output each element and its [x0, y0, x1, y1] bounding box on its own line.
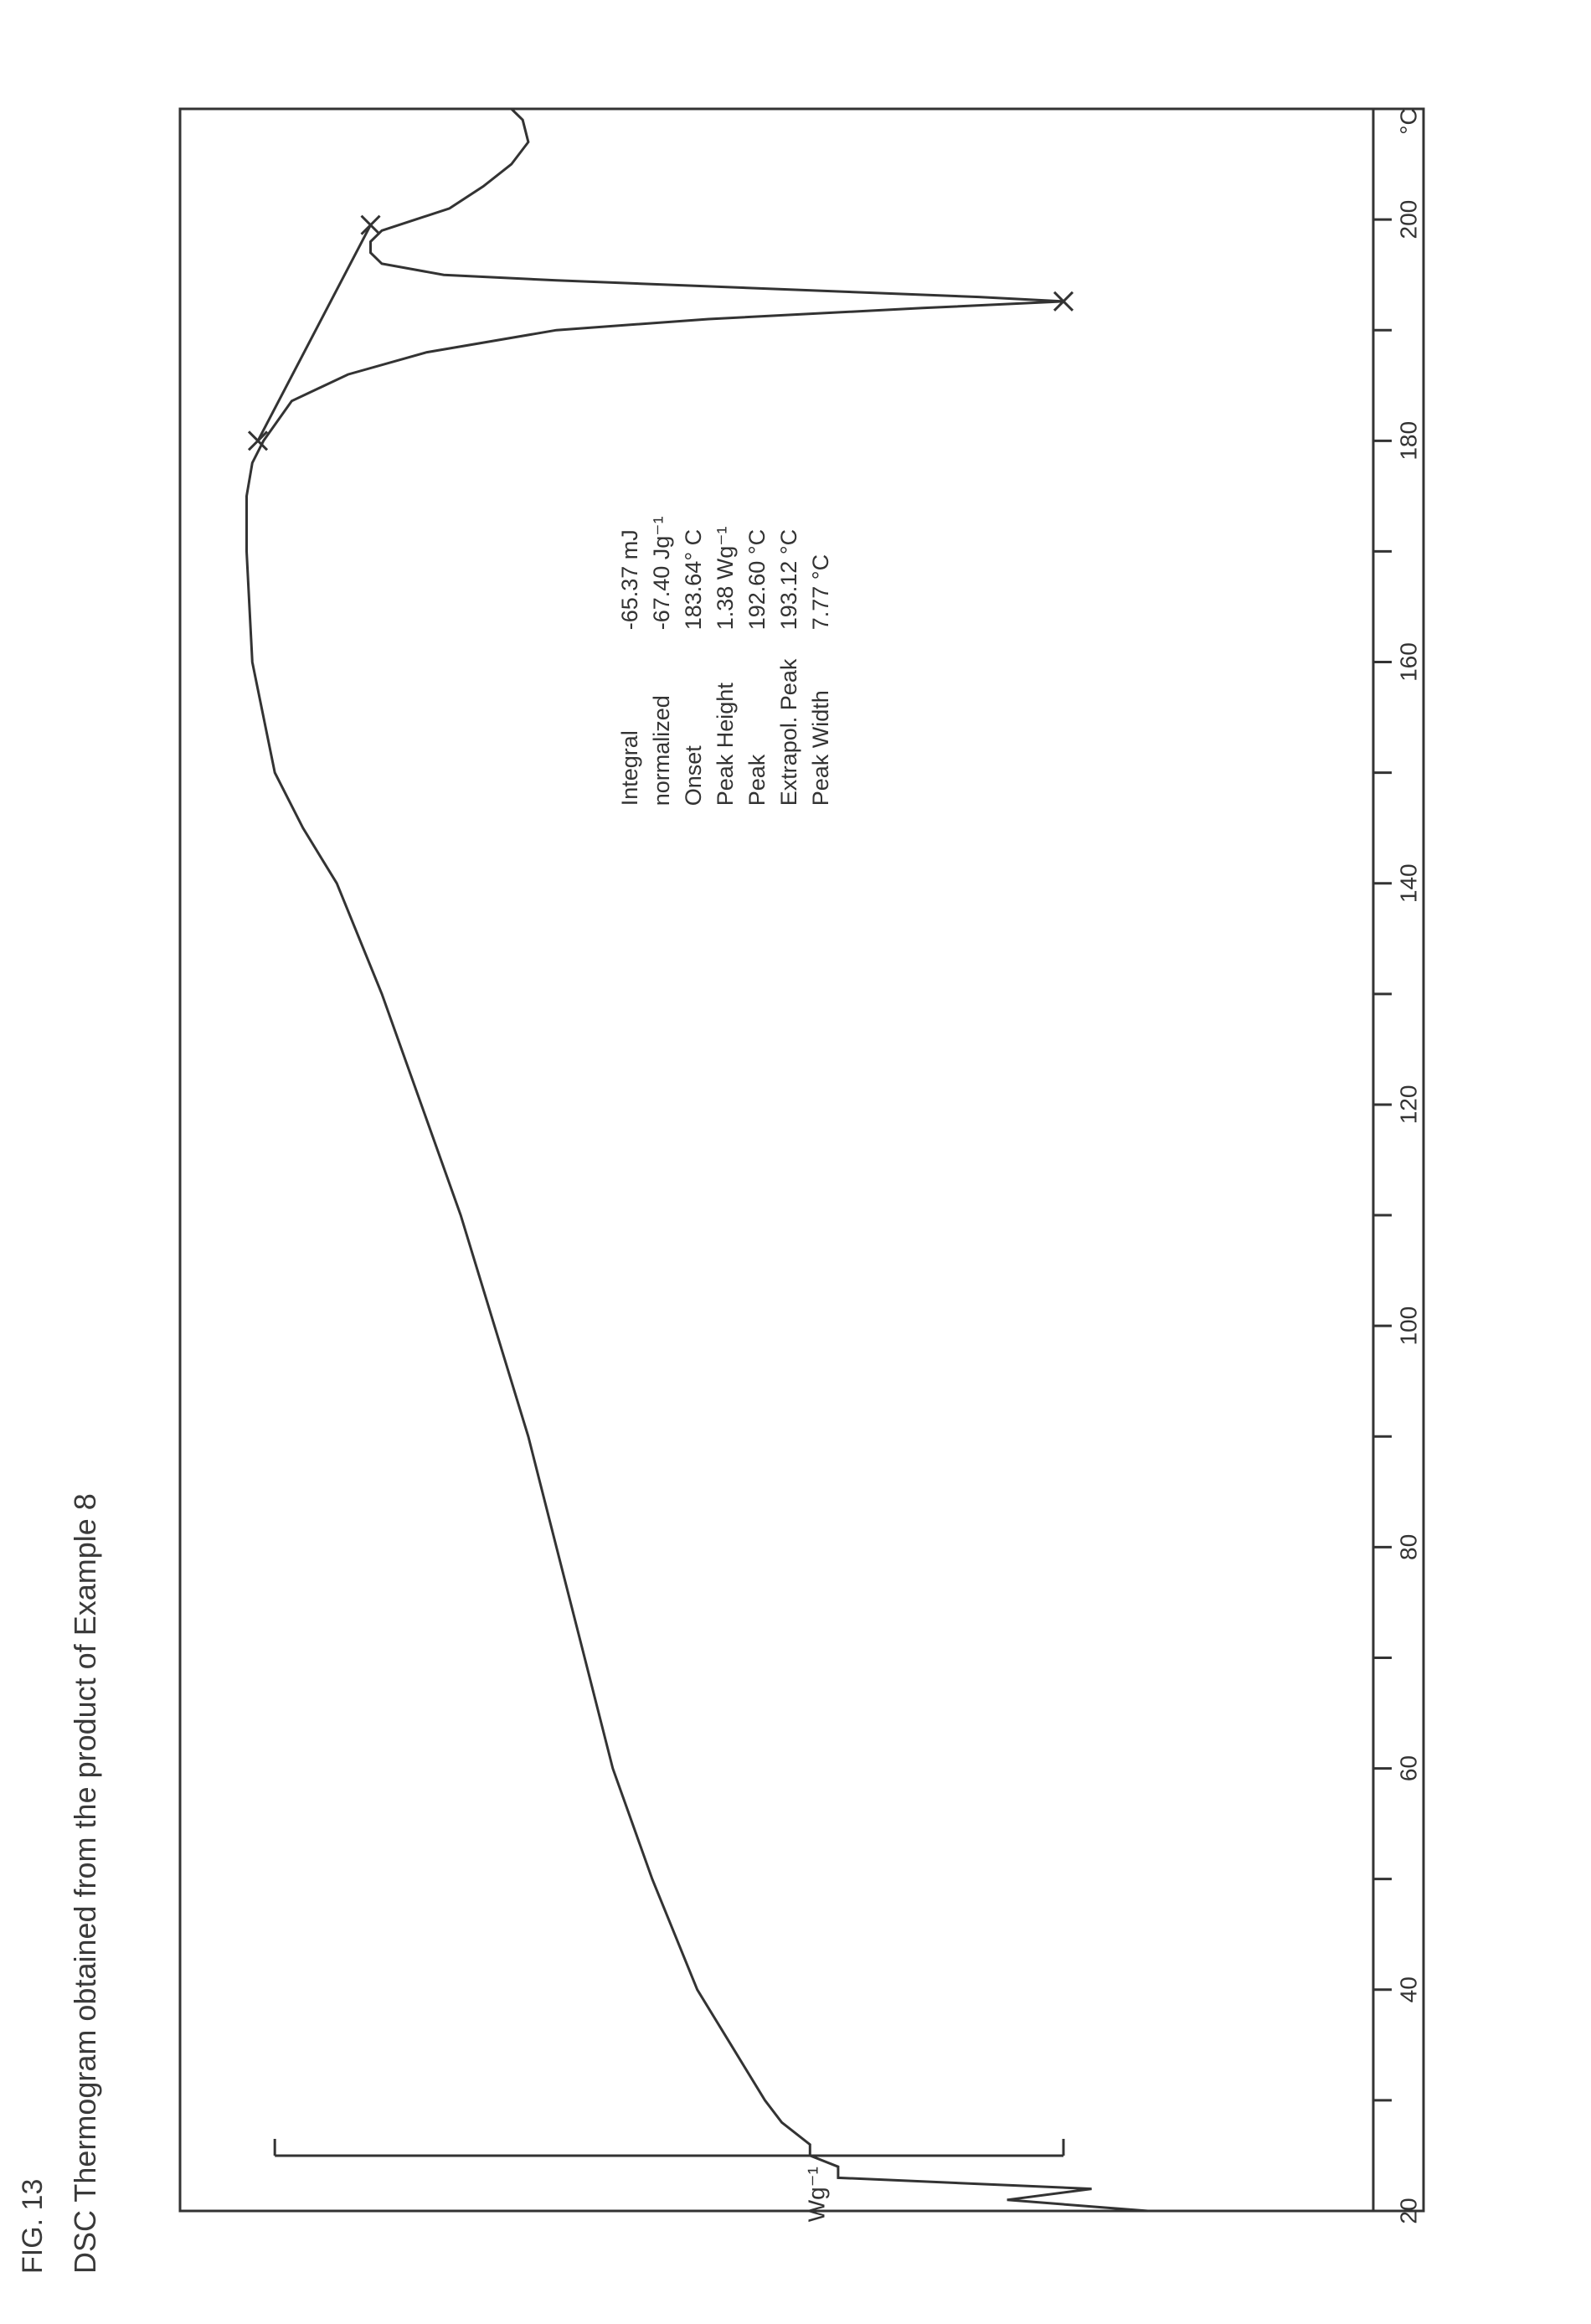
- x-tick-label: 80: [1396, 1534, 1422, 1560]
- x-tick-label: 140: [1396, 863, 1422, 903]
- annotation-value: -67.40 Jg⁻¹: [649, 516, 674, 630]
- x-axis-ticks: 20 40 60 80 100 120 140 160 180 200: [1373, 107, 1422, 2224]
- annotation-label: normalized: [649, 695, 674, 806]
- x-tick-label: 180: [1396, 421, 1422, 461]
- peak-markers: [247, 214, 1074, 451]
- plot-frame: [178, 107, 1425, 2213]
- x-axis-unit-label: °C: [1396, 108, 1422, 134]
- peak-annotation: Integral -65.37 mJ normalized -67.40 Jg⁻¹ On…: [617, 516, 833, 806]
- annotation-value: 183.64° C: [681, 529, 706, 630]
- x-tick-label: 160: [1396, 642, 1422, 682]
- y-scale-label: Wg⁻¹: [804, 2167, 830, 2222]
- annotation-label: Peak Height: [713, 683, 738, 806]
- x-tick-label: 100: [1396, 1306, 1422, 1346]
- y-scale-bar: [273, 2138, 1065, 2157]
- annotation-label: Onset: [681, 745, 706, 806]
- annotation-label: Extrapol. Peak: [776, 658, 801, 806]
- x-tick-label: 120: [1396, 1085, 1422, 1125]
- dsc-curve-line: [245, 107, 1149, 2213]
- annotation-value: 1.38 Wg⁻¹: [713, 526, 738, 630]
- peak-marker: [360, 214, 381, 235]
- annotation-label: Peak: [744, 754, 770, 806]
- x-tick-label: 20: [1396, 2198, 1422, 2224]
- annotation-value: 193.12 °C: [776, 529, 801, 630]
- annotation-value: 192.60 °C: [744, 529, 770, 630]
- x-tick-label: 40: [1396, 1976, 1422, 2002]
- annotation-label: Integral: [617, 730, 642, 806]
- x-tick-label: 60: [1396, 1755, 1422, 1781]
- peak-marker: [247, 430, 269, 451]
- annotation-label: Peak Width: [808, 690, 833, 806]
- x-tick-label: 200: [1396, 200, 1422, 240]
- peak-baseline-line: [256, 224, 372, 442]
- annotation-value: -65.37 mJ: [617, 529, 642, 630]
- peak-marker: [1053, 291, 1074, 312]
- annotation-value: 7.77 °C: [808, 554, 833, 630]
